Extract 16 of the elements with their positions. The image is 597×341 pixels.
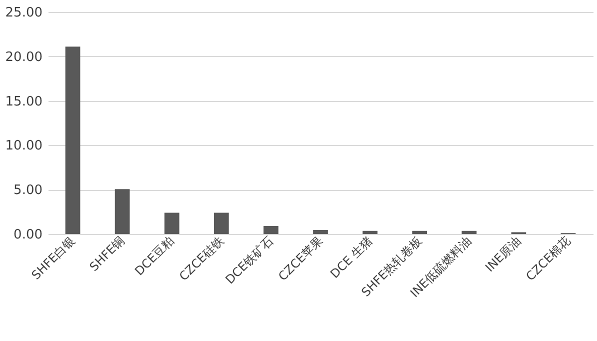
bar bbox=[264, 226, 278, 234]
bar bbox=[214, 212, 229, 234]
y-tick-label: 10.00 bbox=[5, 138, 42, 154]
y-tick-label: 5.00 bbox=[14, 183, 42, 198]
bar bbox=[362, 230, 378, 234]
bar bbox=[412, 230, 428, 234]
x-tick-label: INE原油 bbox=[482, 234, 524, 275]
y-tick-label: 20.00 bbox=[5, 50, 42, 65]
bar bbox=[313, 230, 328, 234]
y-tick-label: 15.00 bbox=[5, 94, 42, 110]
y-tick-label: 0.00 bbox=[14, 228, 42, 242]
bar bbox=[462, 230, 477, 234]
bar bbox=[65, 46, 80, 234]
bar bbox=[114, 189, 130, 234]
bar bbox=[164, 212, 180, 234]
y-tick-label: 25.00 bbox=[5, 6, 42, 20]
